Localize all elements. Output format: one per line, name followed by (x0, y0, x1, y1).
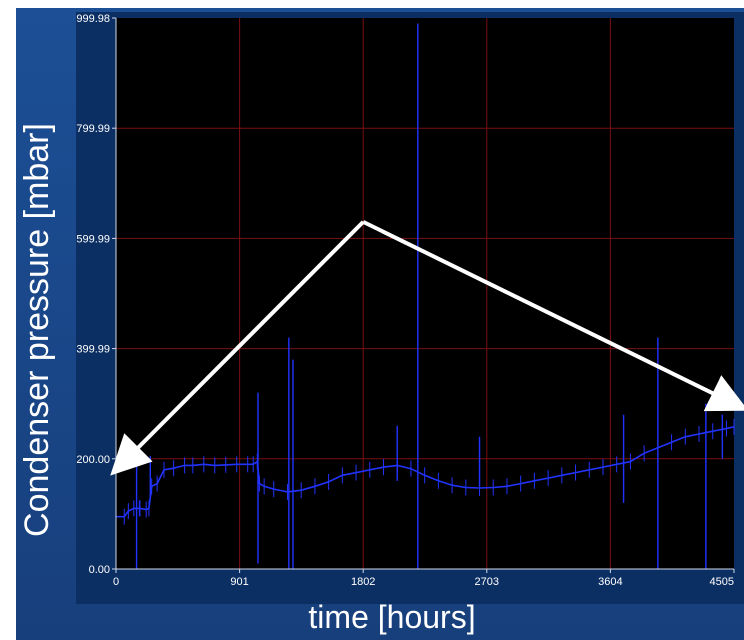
x-tick-label: 4505 (710, 576, 734, 588)
y-axis-label: Condenser pressure [mbar] (18, 123, 56, 537)
y-tick-label: 799.99 (76, 123, 110, 135)
y-tick-label: 999.98 (76, 13, 110, 25)
x-axis: 0 901 1802 2703 3604 4505 (113, 569, 734, 588)
x-tick-label: 901 (230, 576, 248, 588)
x-tick-label: 3604 (598, 576, 622, 588)
y-tick-label: 599.99 (76, 233, 110, 245)
y-tick-label: 0.00 (89, 564, 110, 576)
plot-area (116, 18, 734, 569)
y-tick-label: 200.00 (76, 454, 110, 466)
y-tick-label: 399.99 (76, 344, 110, 356)
x-tick-label: 1802 (351, 576, 375, 588)
y-axis: 0.00 200.00 399.99 599.99 799.99 999.98 (76, 13, 116, 576)
x-tick-label: 0 (113, 576, 119, 588)
x-tick-label: 2703 (475, 576, 499, 588)
x-axis-label: time [hours] (308, 599, 475, 635)
